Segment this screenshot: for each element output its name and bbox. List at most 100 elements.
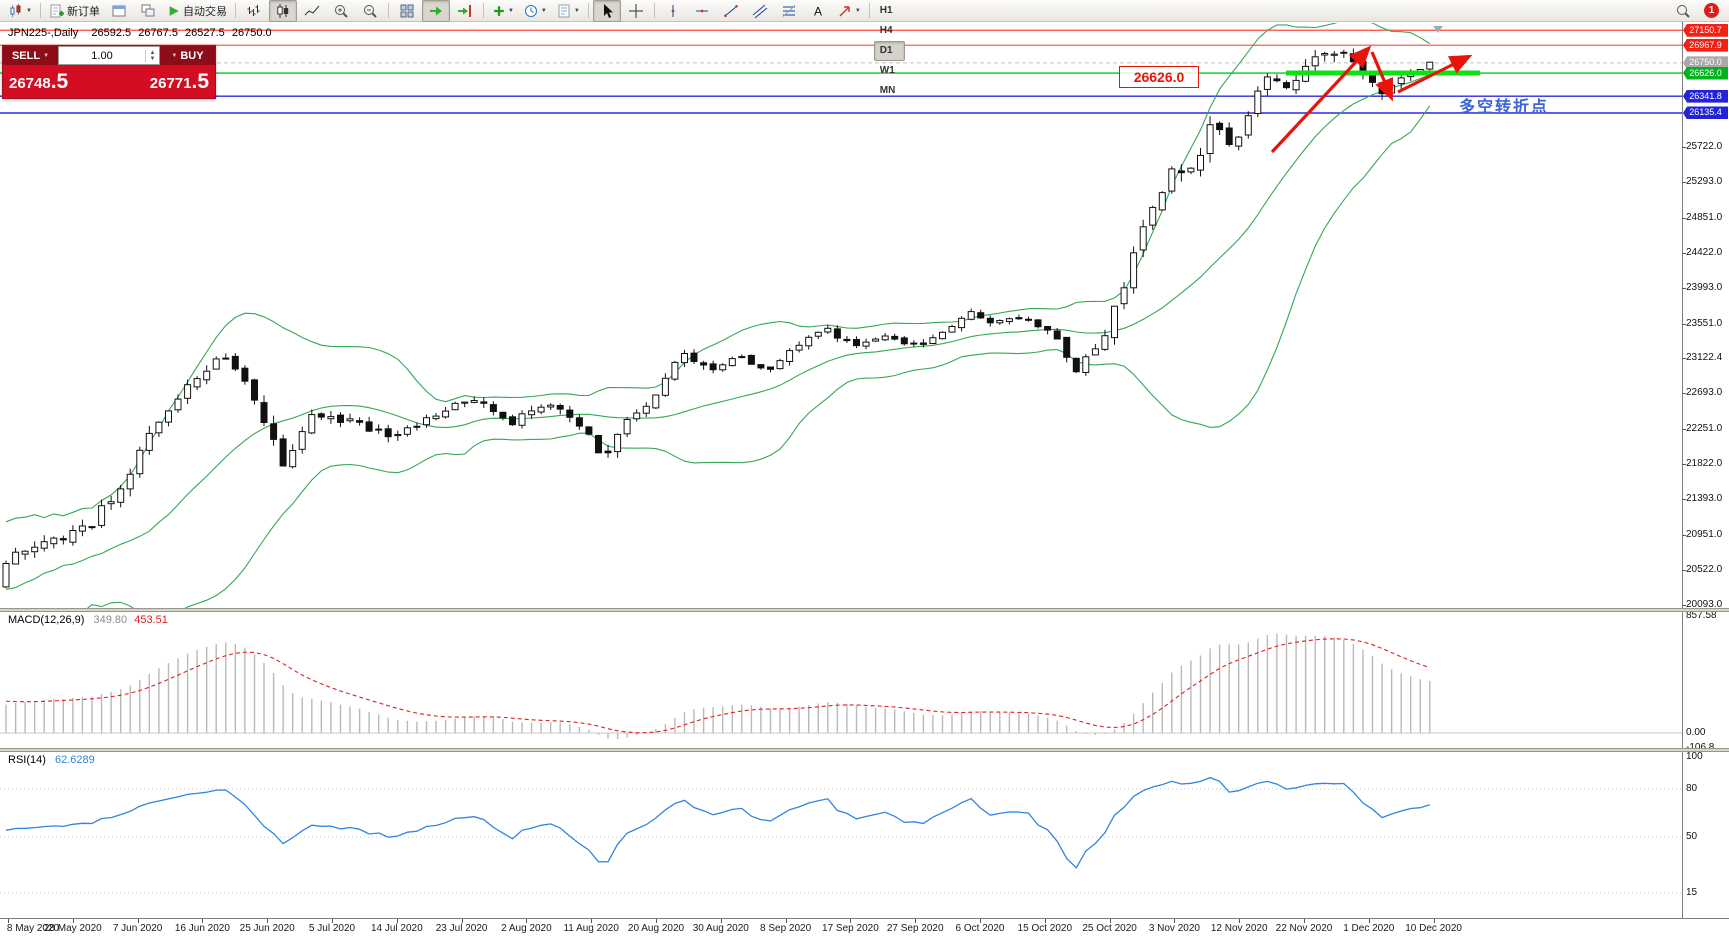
pane-splitter[interactable] [0,748,1729,752]
sell-price[interactable]: 26748.5 [9,69,69,93]
turning-point-annotation[interactable]: 多空转折点 [1459,99,1550,116]
search-button[interactable] [1669,0,1697,22]
time-axis-tick [397,919,398,923]
low-value: 26527.5 [185,27,225,39]
line-chart-type-button[interactable] [298,0,326,22]
price-axis[interactable] [1682,22,1729,941]
trendline-tool-button[interactable] [717,0,745,22]
price-axis-label: 20522.0 [1686,564,1723,576]
rsi-line [5,776,1430,869]
new-chart-button[interactable]: ▼ [4,0,36,22]
bollinger-bands-layer [5,23,1431,608]
axis-tick [1682,570,1686,571]
toolbar-separator [868,3,870,18]
price-axis-label: 22693.0 [1686,387,1723,399]
bar-chart-type-button[interactable] [240,0,268,22]
price-axis-label: 23551.0 [1686,317,1723,329]
macd-panel-chart[interactable] [0,612,1682,748]
periods-button[interactable]: ▼ [519,0,551,22]
time-axis-tick [1239,919,1240,923]
time-axis-label: 14 Jul 2020 [370,923,423,934]
time-axis-label: 22 Nov 2020 [1275,923,1333,934]
macd-signal-line [5,638,1430,734]
time-axis-label: 17 Sep 2020 [822,923,879,934]
fibonacci-tool-button[interactable] [775,0,803,22]
zoom-out-icon [363,4,377,18]
time-axis-label: 3 Nov 2020 [1148,923,1200,934]
sell-label: SELL [11,49,41,62]
macd-axis-label: 857.58 [1686,610,1717,621]
cursor-icon [603,3,613,18]
crosshair-button[interactable] [622,0,650,22]
time-axis-label: 16 Jun 2020 [174,923,230,934]
tile-windows-button[interactable] [393,0,421,22]
text-tool-button[interactable]: A [804,0,832,22]
autotrading-label: 自动交易 [182,5,227,18]
one-click-trading-panel: SELL ▼ ▲ ▼ ▼ BUY 26748.5 26771.5 [2,45,216,99]
rsi-axis-label: 50 [1686,831,1698,842]
time-axis-tick [1369,919,1370,923]
buy-button[interactable]: ▼ BUY [160,46,215,65]
price-tag: 26967.9 [1683,38,1728,52]
timeframe-buttons: M1M5M15M30H1H4D1W1MN [873,0,906,101]
candles-layer [2,48,1434,589]
spin-down-icon[interactable]: ▼ [149,55,156,62]
auto-scroll-icon [429,6,442,15]
rsi-panel-chart[interactable] [0,752,1682,918]
tile-windows-icon [400,4,414,17]
text-icon: A [814,4,822,18]
zoom-in-icon [334,4,348,18]
arrows-tool-button[interactable]: ▼ [833,0,865,22]
price-axis-label: 23122.4 [1686,352,1723,364]
indicators-button[interactable]: ▼ [488,0,518,22]
spin-up-icon[interactable]: ▲ [149,49,156,56]
autotrading-button[interactable]: 自动交易 [163,0,231,22]
zoom-in-button[interactable] [327,0,355,22]
rsi-label: RSI(14) 62.6289 [8,754,95,766]
timeframe-button-d1[interactable]: D1 [873,40,906,61]
charts-list-button[interactable] [134,0,162,22]
auto-scroll-button[interactable] [421,0,450,22]
price-annotation-box[interactable]: 26626.0 [1119,66,1199,88]
time-axis-tick [202,919,203,923]
time-axis-tick [1304,919,1305,923]
rsi-value: 62.6289 [54,754,95,766]
trend-arrows-layer[interactable] [1270,45,1473,154]
main-chart[interactable] [0,23,1682,608]
time-axis-label: 1 Dec 2020 [1343,923,1395,934]
time-axis-tick [526,919,527,923]
axis-tick [1682,218,1686,219]
time-axis-label: 20 Aug 2020 [627,923,685,934]
templates-button[interactable]: ▼ [552,0,584,22]
macd-name: MACD(12,26,9) [8,614,85,626]
notification-badge[interactable]: 1 [1704,3,1719,18]
timeframe-button-w1[interactable]: W1 [879,65,895,76]
price-tag: 26750.0 [1683,56,1728,70]
time-axis[interactable] [0,918,1729,941]
pane-splitter[interactable] [0,608,1729,612]
vertical-line-tool-button[interactable] [659,0,687,22]
timeframe-button-h1[interactable]: H1 [879,5,893,16]
price-tag: 26626.0 [1683,66,1728,80]
horizontal-line-tool-button[interactable] [688,0,716,22]
ohlc-bars-icon [247,4,260,16]
profiles-button[interactable] [105,0,133,22]
volume-spin-buttons[interactable]: ▲ ▼ [145,49,159,62]
buy-price[interactable]: 26771.5 [149,69,209,93]
time-axis-tick [850,919,851,923]
new-order-button[interactable]: 新订单 [45,0,104,22]
price-axis-label: 20093.0 [1686,599,1723,611]
volume-stepper[interactable]: ▲ ▼ [58,46,160,65]
volume-input[interactable] [59,48,145,63]
macd-main-value: 349.80 [93,614,128,626]
chart-shift-button[interactable] [451,0,479,22]
cursor-button[interactable] [592,0,621,22]
fibonacci-icon [782,4,796,17]
zoom-out-button[interactable] [356,0,384,22]
timeframe-button-mn[interactable]: MN [879,85,896,96]
sell-button[interactable]: SELL ▼ [3,46,58,65]
time-axis-tick [1110,919,1111,923]
timeframe-button-h4[interactable]: H4 [879,25,893,36]
candlestick-type-button[interactable] [268,0,297,22]
channel-tool-button[interactable] [746,0,774,22]
